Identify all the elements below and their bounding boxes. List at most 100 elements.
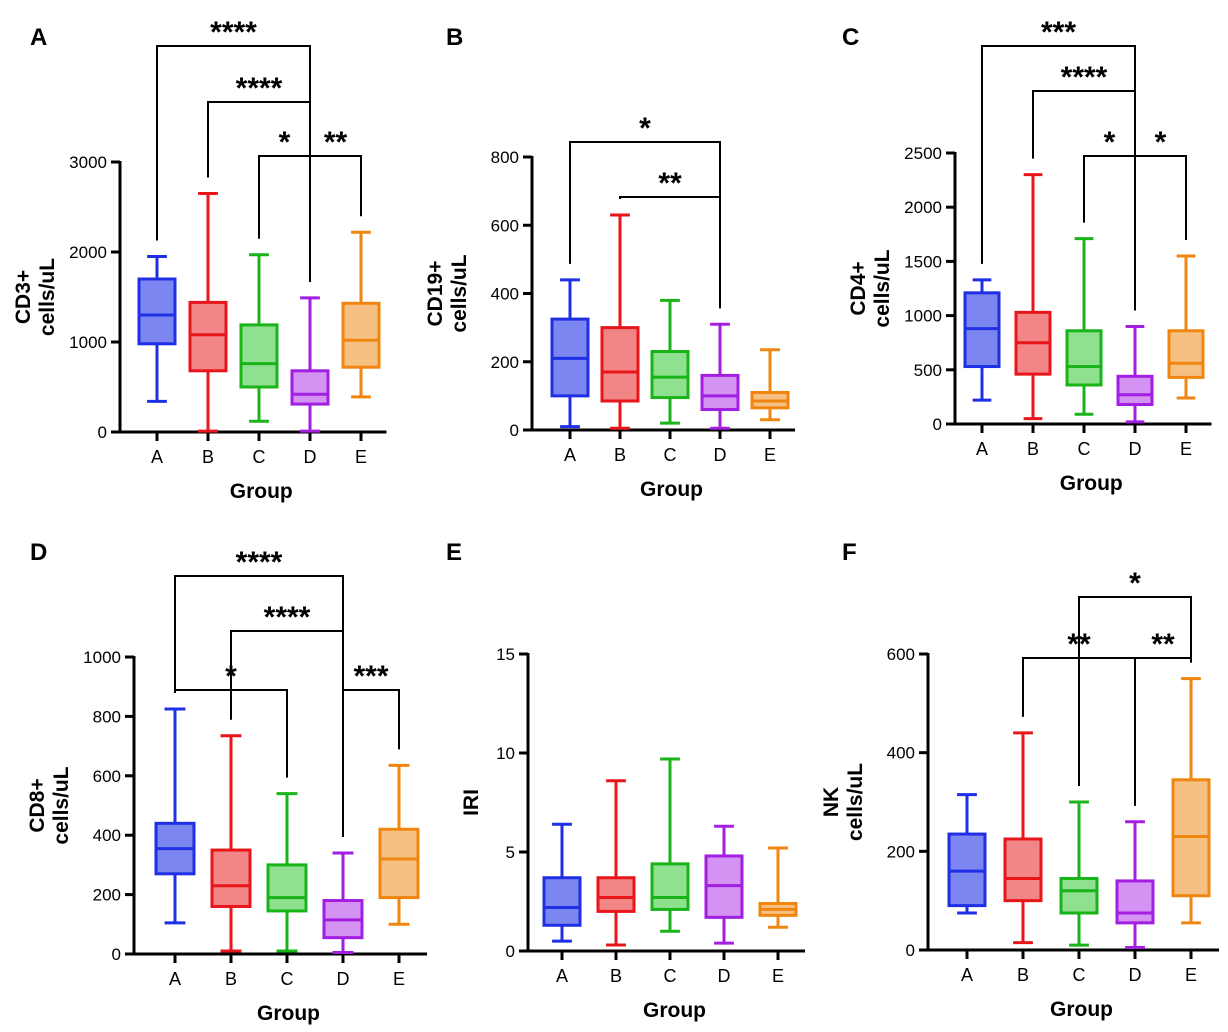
y-axis-title-B: cells/uL	[448, 254, 471, 332]
box-A-C	[239, 323, 279, 389]
y-tick-label-E: 10	[496, 744, 515, 763]
y-tick-label-F: 200	[887, 842, 915, 861]
sig-label-D: *	[225, 660, 237, 693]
box-F-D	[1115, 879, 1155, 925]
box-A-E	[341, 301, 381, 369]
x-tick-label-D: D	[337, 969, 350, 989]
sig-label-C: *	[1155, 126, 1167, 159]
y-tick-label-C: 0	[933, 415, 942, 434]
x-tick-label-E: B	[610, 966, 622, 986]
panel-label-D: D	[30, 539, 47, 566]
sig-label-A: ****	[236, 72, 283, 105]
sig-label-F: **	[1151, 628, 1175, 661]
box-D-E	[378, 827, 420, 900]
panel-label-C: C	[842, 24, 859, 51]
x-tick-label-E: D	[718, 966, 731, 986]
sig-bracket-C	[981, 45, 1136, 311]
y-tick-label-F: 600	[887, 645, 915, 664]
panel-label-A: A	[30, 24, 47, 51]
sig-bracket-B	[619, 196, 721, 309]
box-E-B	[596, 876, 636, 913]
y-tick-label-B: 800	[491, 148, 519, 167]
x-tick-label-D: A	[169, 969, 181, 989]
box-C-C	[1065, 329, 1103, 387]
x-tick-label-C: B	[1027, 439, 1039, 459]
x-tick-label-B: C	[664, 445, 677, 465]
x-tick-label-A: D	[304, 447, 317, 467]
x-tick-label-E: A	[556, 966, 568, 986]
box-F-B	[1003, 837, 1043, 903]
x-tick-label-C: D	[1129, 439, 1142, 459]
box-E-C	[650, 862, 690, 911]
y-axis-title-E: IRI	[460, 789, 483, 816]
y-axis-title-A: cells/uL	[36, 258, 59, 336]
x-axis-title-F: Group	[1050, 998, 1113, 1021]
y-tick-label-F: 0	[906, 941, 915, 960]
y-axis-title-F: NK	[820, 787, 843, 817]
sig-label-D: ***	[353, 660, 388, 693]
sig-label-A: *	[279, 126, 291, 159]
x-tick-label-A: A	[151, 447, 163, 467]
y-tick-label-C: 1000	[904, 307, 942, 326]
x-axis-title-B: Group	[640, 478, 703, 501]
x-tick-label-E: E	[772, 966, 784, 986]
y-tick-label-D: 1000	[83, 648, 121, 667]
y-axis-title-B: CD19+	[424, 261, 447, 327]
y-tick-label-F: 400	[887, 744, 915, 763]
sig-bracket-D	[174, 689, 288, 778]
x-axis-title-E: Group	[643, 999, 706, 1022]
x-axis-title-A: Group	[230, 480, 293, 503]
sig-bracket-A	[258, 155, 311, 282]
x-tick-label-A: B	[202, 447, 214, 467]
sig-label-B: *	[639, 112, 651, 145]
sig-label-A: ****	[210, 16, 257, 49]
sig-label-F: **	[1067, 628, 1091, 661]
box-B-C	[650, 350, 690, 400]
x-tick-label-A: E	[355, 447, 367, 467]
x-tick-label-B: E	[764, 445, 776, 465]
x-tick-label-D: C	[281, 969, 294, 989]
box-B-D	[700, 373, 740, 412]
y-axis-title-F: cells/uL	[844, 763, 867, 841]
y-tick-label-C: 500	[914, 361, 942, 380]
y-tick-label-B: 200	[491, 353, 519, 372]
sig-label-C: ***	[1041, 16, 1076, 49]
sig-label-C: ****	[1061, 61, 1108, 94]
y-tick-label-E: 15	[496, 645, 515, 664]
sig-bracket-C	[1083, 155, 1136, 311]
box-B-B	[600, 326, 640, 403]
sig-bracket-A	[309, 155, 362, 282]
panel-label-F: F	[842, 539, 857, 566]
sig-bracket-F	[1078, 596, 1192, 786]
sig-bracket-A	[156, 45, 311, 282]
sig-label-F: *	[1129, 567, 1141, 600]
sig-bracket-F	[1134, 657, 1192, 806]
box-A-A	[137, 277, 177, 346]
y-tick-label-B: 600	[491, 216, 519, 235]
box-A-B	[188, 300, 228, 373]
y-tick-label-A: 3000	[69, 153, 107, 172]
box-C-E	[1167, 329, 1205, 379]
sig-bracket-C	[1134, 155, 1187, 311]
y-axis-title-A: CD3+	[12, 270, 35, 324]
x-tick-label-B: D	[714, 445, 727, 465]
y-tick-label-D: 400	[93, 826, 121, 845]
x-tick-label-F: C	[1073, 965, 1086, 985]
sig-label-B: **	[658, 167, 682, 200]
y-tick-label-C: 2000	[904, 198, 942, 217]
sig-bracket-D	[342, 689, 400, 838]
y-tick-label-D: 800	[93, 707, 121, 726]
box-D-B	[210, 848, 252, 908]
x-tick-label-D: E	[393, 969, 405, 989]
y-tick-label-D: 0	[112, 945, 121, 964]
sig-bracket-B	[569, 141, 721, 309]
y-tick-label-B: 0	[510, 421, 519, 440]
box-A-D	[290, 369, 330, 406]
panel-label-B: B	[446, 24, 463, 51]
x-axis-title-C: Group	[1060, 472, 1123, 495]
y-tick-label-A: 2000	[69, 243, 107, 262]
x-tick-label-C: C	[1078, 439, 1091, 459]
y-tick-label-A: 0	[98, 423, 107, 442]
x-axis-title-D: Group	[257, 1002, 320, 1025]
sig-label-D: ****	[264, 601, 311, 634]
